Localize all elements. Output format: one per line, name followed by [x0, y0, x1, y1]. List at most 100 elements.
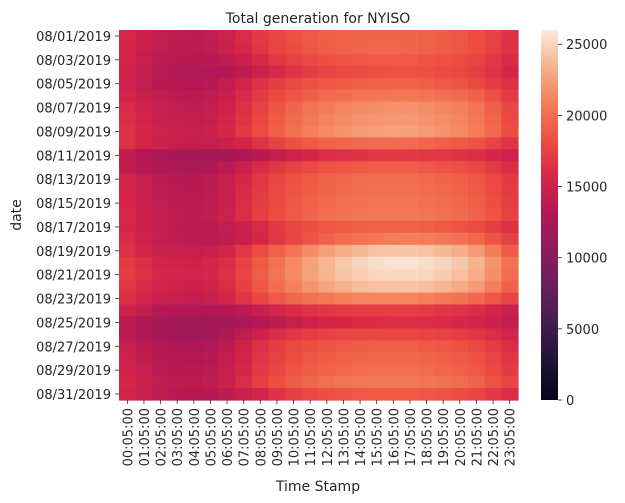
heatmap-cell: [185, 232, 203, 246]
heatmap-cell: [501, 388, 519, 401]
heatmap-cell: [335, 220, 353, 234]
heatmap-cell: [418, 77, 436, 91]
heatmap-cell: [351, 185, 369, 198]
x-tick-label: 16:05:00: [387, 408, 402, 466]
heatmap-cell: [119, 53, 137, 67]
x-tick-label: 06:05:00: [221, 408, 236, 466]
heatmap-cell: [434, 376, 453, 389]
heatmap-cell: [335, 137, 353, 150]
heatmap-cell: [418, 53, 436, 67]
heatmap-cell: [218, 30, 236, 43]
heatmap-cell: [218, 89, 236, 103]
heatmap-cell: [301, 244, 320, 258]
heatmap-cells: [119, 30, 519, 401]
heatmap-cell: [301, 41, 320, 55]
colorbar-tick-label: 5000: [566, 323, 599, 338]
heatmap-cell: [235, 41, 253, 55]
heatmap-cell: [318, 209, 336, 222]
heatmap-cell: [501, 77, 519, 91]
heatmap-cell: [351, 41, 369, 55]
heatmap-cell: [252, 185, 270, 198]
heatmap-cell: [451, 316, 469, 329]
heatmap-cell: [119, 209, 137, 222]
heatmap-cell: [468, 256, 486, 270]
heatmap-cell: [401, 41, 419, 55]
heatmap-cell: [135, 149, 153, 162]
heatmap-cell: [235, 316, 253, 329]
heatmap-cell: [135, 125, 153, 139]
heatmap-cell: [218, 280, 236, 294]
heatmap-cell: [351, 388, 369, 401]
heatmap-cell: [252, 220, 270, 234]
heatmap-cell: [418, 137, 436, 150]
heatmap-cell: [335, 77, 353, 91]
heatmap-cell: [135, 113, 153, 127]
heatmap-cell: [152, 173, 170, 186]
heatmap-cell: [185, 125, 203, 139]
heatmap-cell: [351, 65, 369, 79]
heatmap-cell: [185, 304, 203, 318]
heatmap-cell: [418, 209, 436, 222]
heatmap-cell: [335, 209, 353, 222]
heatmap-cell: [168, 244, 187, 258]
heatmap-cell: [168, 161, 187, 174]
heatmap-cell: [185, 209, 203, 222]
heatmap-cell: [385, 328, 403, 341]
x-tick-label: 03:05:00: [171, 408, 186, 466]
heatmap-cell: [484, 125, 502, 139]
heatmap-cell: [185, 328, 203, 341]
heatmap-cell: [418, 376, 436, 389]
heatmap-cell: [202, 352, 220, 365]
heatmap-cell: [385, 77, 403, 91]
heatmap-cell: [268, 376, 286, 389]
heatmap-cell: [119, 65, 137, 79]
heatmap-cell: [235, 101, 253, 115]
heatmap-cell: [368, 125, 386, 139]
heatmap-cell: [185, 197, 203, 210]
heatmap-cell: [268, 209, 286, 222]
heatmap-cell: [351, 137, 369, 150]
heatmap-cell: [318, 113, 336, 127]
heatmap-cell: [351, 161, 369, 174]
heatmap-cell: [152, 197, 170, 210]
heatmap-cell: [501, 280, 519, 294]
x-tick-label: 18:05:00: [421, 408, 436, 466]
heatmap-cell: [351, 220, 369, 234]
heatmap-cell: [168, 256, 187, 270]
heatmap-cell: [385, 65, 403, 79]
heatmap-cell: [451, 161, 469, 174]
heatmap-cell: [401, 101, 419, 115]
heatmap-cell: [202, 197, 220, 210]
heatmap-cell: [418, 340, 436, 353]
heatmap-cell: [351, 173, 369, 186]
heatmap-cell: [268, 232, 286, 246]
heatmap-cell: [235, 77, 253, 91]
heatmap-cell: [368, 388, 386, 401]
y-tick-label: 08/13/2019: [36, 173, 111, 188]
heatmap-cell: [335, 292, 353, 306]
heatmap-cell: [119, 30, 137, 43]
heatmap-cell: [468, 244, 486, 258]
heatmap-cell: [285, 244, 303, 258]
x-tick-label: 02:05:00: [155, 408, 170, 466]
heatmap-cell: [484, 53, 502, 67]
heatmap-cell: [202, 149, 220, 162]
heatmap-cell: [468, 65, 486, 79]
heatmap-cell: [335, 65, 353, 79]
heatmap-cell: [484, 197, 502, 210]
heatmap-cell: [385, 89, 403, 103]
heatmap-cell: [301, 316, 320, 329]
heatmap-cell: [285, 316, 303, 329]
y-tick-label: 08/09/2019: [36, 125, 111, 140]
heatmap-cell: [268, 328, 286, 341]
heatmap-cell: [252, 352, 270, 365]
heatmap-cell: [235, 113, 253, 127]
heatmap-cell: [202, 41, 220, 55]
heatmap-cell: [119, 41, 137, 55]
heatmap-cell: [335, 304, 353, 318]
heatmap-cell: [351, 197, 369, 210]
heatmap-cell: [451, 364, 469, 377]
heatmap-cell: [268, 41, 286, 55]
heatmap-cell: [301, 30, 320, 43]
heatmap-cell: [401, 185, 419, 198]
